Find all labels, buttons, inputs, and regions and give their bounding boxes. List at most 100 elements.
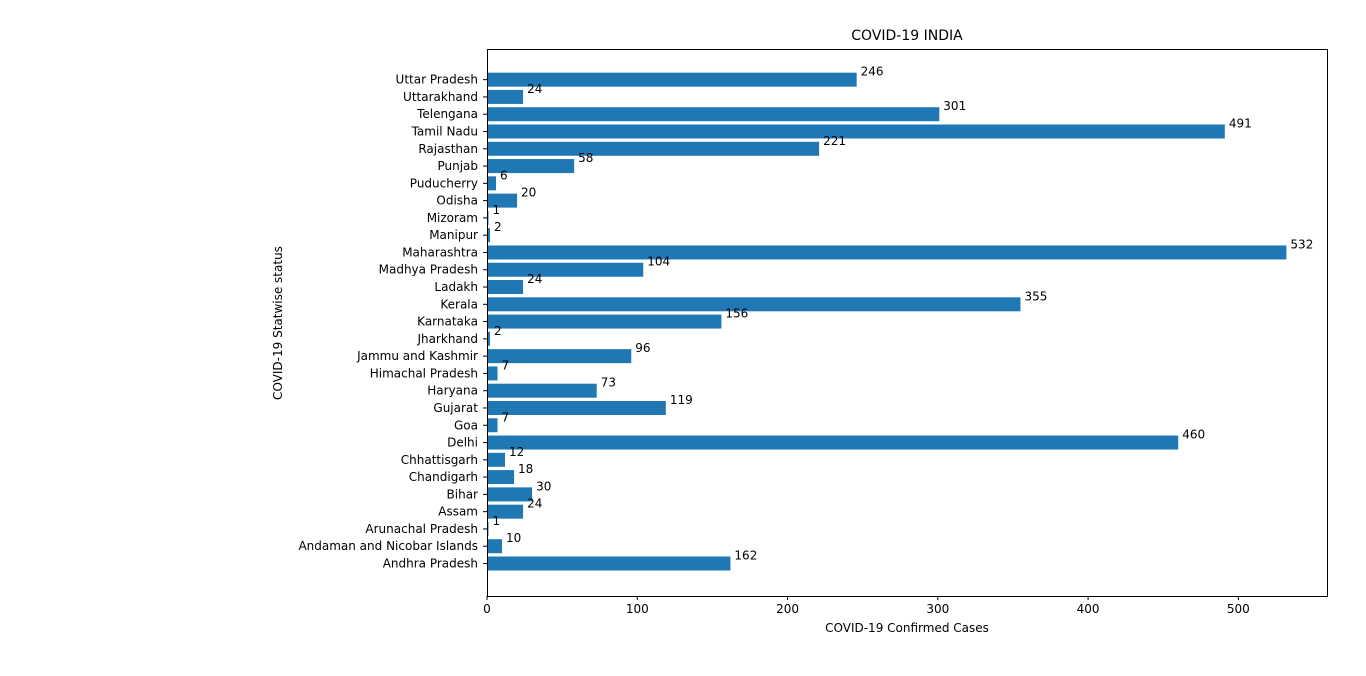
bar-ladakh <box>487 280 524 295</box>
bar-value-label-arunachal-pradesh: 1 <box>493 514 501 528</box>
bar-assam <box>487 504 524 519</box>
x-tick-label-100: 100 <box>626 602 649 616</box>
y-tick-label-chhattisgarh: Chhattisgarh <box>401 453 478 467</box>
y-tick-label-jammu-and-kashmir: Jammu and Kashmir <box>356 349 478 363</box>
y-tick-label-kerala: Kerala <box>440 297 478 311</box>
y-tick-label-chandigarh: Chandigarh <box>409 470 478 484</box>
y-tick-label-telengana: Telengana <box>416 107 478 121</box>
bar-punjab <box>487 159 575 174</box>
bar-goa <box>487 418 498 433</box>
bar-value-label-odisha: 20 <box>521 186 536 200</box>
bar-jammu-and-kashmir <box>487 349 632 364</box>
bar-value-label-uttar-pradesh: 246 <box>861 65 884 79</box>
bar-value-label-punjab: 58 <box>578 151 593 165</box>
y-tick-label-karnataka: Karnataka <box>417 315 478 329</box>
bar-value-label-telengana: 301 <box>943 99 966 113</box>
bar-delhi <box>487 435 1179 450</box>
x-tick-label-0: 0 <box>483 602 491 616</box>
bar-karnataka <box>487 314 722 329</box>
bar-kerala <box>487 297 1021 312</box>
bar-value-labels: 1621012430181246071197379621563552410453… <box>493 65 1314 563</box>
bar-value-label-tamil-nadu: 491 <box>1229 117 1252 131</box>
bar-haryana <box>487 383 597 398</box>
y-tick-label-madhya-pradesh: Madhya Pradesh <box>379 263 478 277</box>
y-tick-label-goa: Goa <box>454 418 478 432</box>
bar-rajasthan <box>487 141 820 156</box>
y-tick-label-jharkhand: Jharkhand <box>416 332 478 346</box>
bar-manipur <box>487 228 491 243</box>
bar-himachal-pradesh <box>487 366 498 381</box>
bar-value-label-rajasthan: 221 <box>823 134 846 148</box>
bar-value-label-goa: 7 <box>502 410 510 424</box>
bar-telengana <box>487 107 940 122</box>
bar-value-label-karnataka: 156 <box>725 307 748 321</box>
bar-gujarat <box>487 400 666 415</box>
y-tick-label-delhi: Delhi <box>447 436 478 450</box>
bar-value-label-manipur: 2 <box>494 220 502 234</box>
bar-value-label-haryana: 73 <box>601 376 616 390</box>
x-tick-label-500: 500 <box>1227 602 1250 616</box>
y-tick-label-assam: Assam <box>438 505 478 519</box>
bar-andhra-pradesh <box>487 556 731 571</box>
bar-value-label-uttarakhand: 24 <box>527 82 542 96</box>
bar-jharkhand <box>487 331 491 346</box>
bar-chandigarh <box>487 470 515 485</box>
bar-value-label-himachal-pradesh: 7 <box>502 358 510 372</box>
y-tick-label-mizoram: Mizoram <box>427 211 478 225</box>
y-axis-label: COVID-19 Statwise status <box>271 246 285 400</box>
y-tick-label-andaman-and-nicobar-islands: Andaman and Nicobar Islands <box>298 539 478 553</box>
bars-group <box>487 72 1287 571</box>
y-tick-label-uttarakhand: Uttarakhand <box>403 90 478 104</box>
y-tick-label-rajasthan: Rajasthan <box>418 142 478 156</box>
bar-uttar-pradesh <box>487 72 857 87</box>
bar-value-label-chandigarh: 18 <box>518 462 533 476</box>
y-tick-label-punjab: Punjab <box>437 159 478 173</box>
bar-value-label-andaman-and-nicobar-islands: 10 <box>506 531 521 545</box>
y-tick-label-odisha: Odisha <box>436 194 478 208</box>
bar-uttarakhand <box>487 89 524 104</box>
bar-value-label-ladakh: 24 <box>527 272 542 286</box>
y-tick-label-gujarat: Gujarat <box>433 401 478 415</box>
bar-madhya-pradesh <box>487 262 644 277</box>
y-tick-label-andhra-pradesh: Andhra Pradesh <box>383 557 478 571</box>
y-axis: Andhra Pradesh Andaman and Nicobar Island… <box>298 73 487 571</box>
bar-value-label-jammu-and-kashmir: 96 <box>635 341 650 355</box>
bar-odisha <box>487 193 518 208</box>
bar-value-label-madhya-pradesh: 104 <box>647 255 670 269</box>
y-tick-label-maharashtra: Maharashtra <box>402 245 478 259</box>
bar-value-label-andhra-pradesh: 162 <box>734 549 757 563</box>
x-tick-label-400: 400 <box>1077 602 1100 616</box>
y-tick-label-manipur: Manipur <box>429 228 478 242</box>
x-axis-label: COVID-19 Confirmed Cases <box>825 621 989 635</box>
bar-value-label-jharkhand: 2 <box>494 324 502 338</box>
bar-value-label-chhattisgarh: 12 <box>509 445 524 459</box>
bar-value-label-assam: 24 <box>527 497 542 511</box>
x-tick-label-200: 200 <box>776 602 799 616</box>
bar-andaman-and-nicobar-islands <box>487 539 503 554</box>
y-tick-label-haryana: Haryana <box>427 384 478 398</box>
bar-value-label-bihar: 30 <box>536 479 551 493</box>
y-tick-label-arunachal-pradesh: Arunachal Pradesh <box>365 522 478 536</box>
bar-value-label-maharashtra: 532 <box>1290 237 1313 251</box>
bar-value-label-mizoram: 1 <box>493 203 501 217</box>
y-tick-label-bihar: Bihar <box>447 487 479 501</box>
x-axis: 0 100 200 300 400 500 <box>483 596 1250 616</box>
bar-tamil-nadu <box>487 124 1225 139</box>
x-tick-label-300: 300 <box>926 602 949 616</box>
bar-value-label-puducherry: 6 <box>500 168 508 182</box>
y-tick-label-puducherry: Puducherry <box>410 176 478 190</box>
y-tick-label-uttar-pradesh: Uttar Pradesh <box>396 73 478 87</box>
chart-title: COVID-19 INDIA <box>851 28 963 44</box>
bar-value-label-kerala: 355 <box>1024 289 1047 303</box>
bar-bihar <box>487 487 533 502</box>
y-tick-label-ladakh: Ladakh <box>434 280 478 294</box>
y-tick-label-tamil-nadu: Tamil Nadu <box>411 125 478 139</box>
y-tick-label-himachal-pradesh: Himachal Pradesh <box>370 366 478 380</box>
bar-maharashtra <box>487 245 1287 260</box>
bar-value-label-delhi: 460 <box>1182 428 1205 442</box>
bar-puducherry <box>487 176 497 191</box>
bar-value-label-gujarat: 119 <box>670 393 693 407</box>
